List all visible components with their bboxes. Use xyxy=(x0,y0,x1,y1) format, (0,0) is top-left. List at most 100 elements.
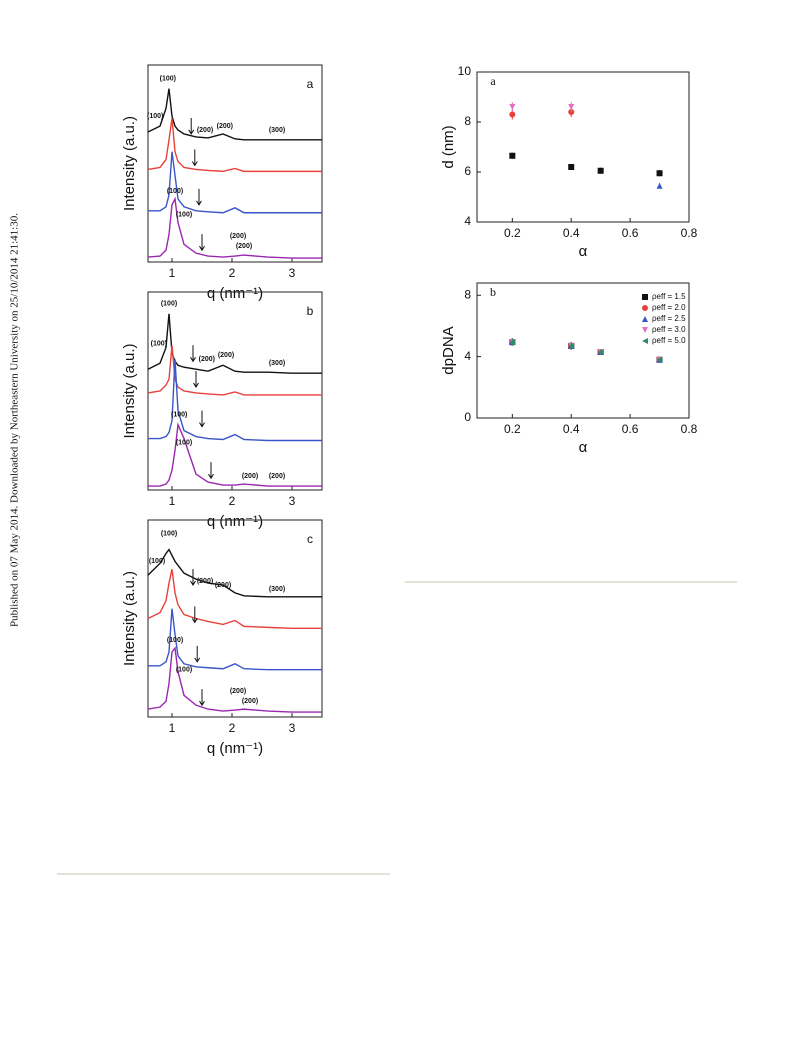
arrow-head xyxy=(199,422,205,428)
x-tick-label: 3 xyxy=(289,266,296,280)
x-tick-label: 2 xyxy=(229,494,236,508)
arrow-head xyxy=(194,657,201,663)
point xyxy=(597,167,604,174)
x-tick-label: 0.2 xyxy=(504,226,521,240)
x-tick-label: 0.4 xyxy=(563,226,580,240)
x-tick-label: 0.6 xyxy=(622,226,639,240)
x-tick-label: 1 xyxy=(169,721,176,735)
point xyxy=(642,305,648,311)
x-tick-label: 0.4 xyxy=(563,422,580,436)
peak-label: (100) xyxy=(167,188,183,195)
peak-label: (300) xyxy=(269,360,285,367)
x-tick-label: 2 xyxy=(229,721,236,735)
point xyxy=(642,316,648,322)
y-axis-label: Intensity (a.u.) xyxy=(121,571,138,666)
curve xyxy=(147,548,322,598)
point xyxy=(597,349,604,356)
peak-label: (100) xyxy=(171,412,187,419)
peak-label: (200) xyxy=(218,352,234,359)
x-axis-label: q (nm⁻¹) xyxy=(207,740,263,757)
point xyxy=(642,338,648,344)
arrow-head xyxy=(190,580,196,586)
peak-label: (300) xyxy=(269,586,285,593)
peak-label: (100) xyxy=(149,558,165,565)
arrow-head xyxy=(193,382,199,388)
x-axis-label: α xyxy=(579,243,588,260)
y-tick-label: 0 xyxy=(464,410,471,424)
legend-label: ρeff = 2.0 xyxy=(652,303,686,312)
y-axis-label: Intensity (a.u.) xyxy=(121,116,138,211)
x-tick-label: 3 xyxy=(289,494,296,508)
point xyxy=(642,327,648,333)
arrow-head xyxy=(196,200,202,206)
curve xyxy=(148,608,322,671)
y-tick-label: 8 xyxy=(464,114,471,128)
y-tick-label: 4 xyxy=(464,349,471,363)
x-tick-label: 0.8 xyxy=(681,422,698,436)
x-tick-label: 1 xyxy=(169,266,176,280)
peak-label: (200) xyxy=(197,127,213,134)
peak-label: (100) xyxy=(151,340,167,347)
point xyxy=(656,356,663,363)
peak-label: (300) xyxy=(269,127,285,134)
plot-frame xyxy=(476,71,690,223)
curve xyxy=(147,196,322,259)
peak-label: (100) xyxy=(161,301,177,308)
y-tick-label: 6 xyxy=(464,164,471,178)
peak-label: (100) xyxy=(160,76,176,83)
x-tick-label: 3 xyxy=(289,721,296,735)
curve xyxy=(148,359,322,442)
legend-label: ρeff = 5.0 xyxy=(652,336,686,345)
y-tick-label: 8 xyxy=(464,287,471,301)
curve xyxy=(147,569,322,630)
x-axis-label: q (nm⁻¹) xyxy=(207,285,263,302)
peak-label: (100) xyxy=(176,212,192,219)
x-tick-label: 0.6 xyxy=(622,422,639,436)
peak-label: (100) xyxy=(161,531,177,538)
arrow-head xyxy=(188,129,195,135)
y-tick-label: 4 xyxy=(464,214,471,228)
panel-label: a xyxy=(307,77,314,91)
arrow-head xyxy=(208,473,214,480)
panel-label: b xyxy=(490,285,496,299)
point xyxy=(509,104,516,110)
peak-label: (200) xyxy=(269,473,285,480)
panel-label: a xyxy=(490,74,496,88)
peak-label: (200) xyxy=(230,233,246,240)
curve xyxy=(148,151,322,214)
curve xyxy=(147,345,322,396)
point xyxy=(509,111,516,118)
peak-label: (200) xyxy=(242,698,258,705)
x-axis-label: q (nm⁻¹) xyxy=(207,513,263,530)
point xyxy=(642,294,648,300)
arrow-head xyxy=(191,161,198,167)
point xyxy=(568,104,575,110)
legend-label: ρeff = 2.5 xyxy=(652,314,686,323)
arrow-head xyxy=(199,700,205,707)
peak-label: (200) xyxy=(197,578,213,585)
point xyxy=(509,152,516,159)
x-tick-label: 0.8 xyxy=(681,226,698,240)
x-tick-label: 1 xyxy=(169,494,176,508)
point xyxy=(509,339,516,346)
side-note: Published on 07 May 2014. Downloaded by … xyxy=(9,213,21,627)
x-tick-label: 0.2 xyxy=(504,422,521,436)
x-tick-label: 2 xyxy=(229,266,236,280)
y-axis-label: dpDNA xyxy=(440,326,457,374)
point xyxy=(568,164,575,170)
plot-frame xyxy=(147,291,323,491)
y-axis-label: d (nm) xyxy=(440,125,457,168)
curve xyxy=(147,88,322,141)
y-axis-label: Intensity (a.u.) xyxy=(121,343,138,438)
legend-label: ρeff = 3.0 xyxy=(652,325,686,334)
peak-label: (200) xyxy=(242,473,258,480)
legend-label: ρeff = 1.5 xyxy=(652,292,686,301)
panel-label: c xyxy=(307,532,313,546)
panel-label: b xyxy=(307,304,314,318)
peak-label: (200) xyxy=(217,123,233,130)
peak-label: (200) xyxy=(199,356,215,363)
point xyxy=(656,170,663,177)
curve xyxy=(147,118,322,173)
